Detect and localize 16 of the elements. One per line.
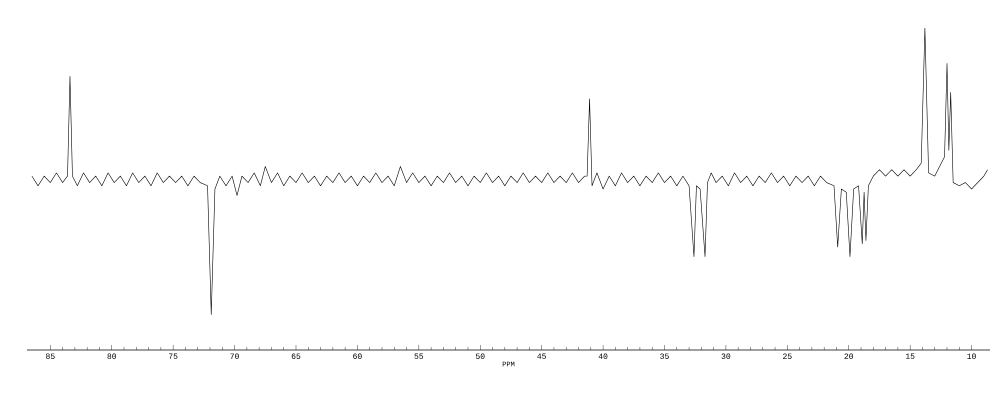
- x-tick-label: 35: [660, 354, 669, 359]
- x-tick-label: 20: [844, 354, 854, 359]
- x-tick-label: 80: [107, 354, 116, 359]
- x-tick-label: 70: [230, 354, 239, 359]
- x-tick-label: 10: [967, 354, 976, 359]
- x-tick-label: 15: [906, 354, 914, 359]
- x-tick-label: 30: [722, 354, 730, 359]
- x-tick-label: 45: [537, 354, 546, 359]
- x-tick-label: 75: [168, 354, 178, 359]
- x-tick-label: 60: [353, 354, 362, 359]
- x-tick-label: 50: [476, 354, 485, 359]
- x-tick-label: 65: [292, 354, 300, 359]
- x-tick-label: 25: [783, 354, 792, 359]
- x-tick-label: 85: [46, 354, 55, 359]
- x-tick-label: 40: [598, 354, 608, 359]
- x-tick-label: 55: [414, 354, 424, 359]
